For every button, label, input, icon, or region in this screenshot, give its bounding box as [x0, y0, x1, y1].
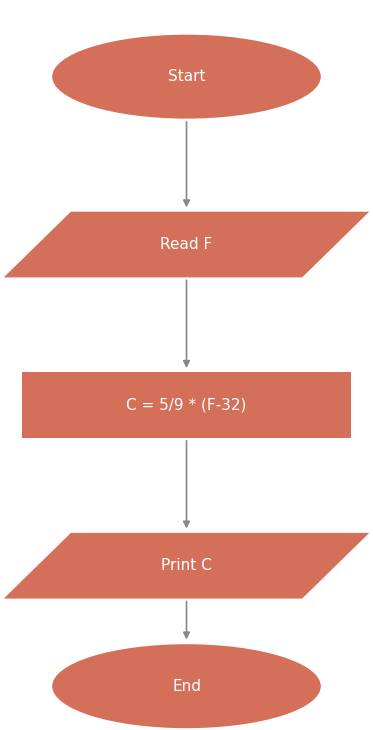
Polygon shape [4, 212, 369, 277]
Ellipse shape [52, 34, 321, 118]
Ellipse shape [52, 644, 321, 729]
Text: Start: Start [168, 69, 205, 84]
Text: Print C: Print C [161, 558, 212, 573]
Bar [22, 372, 351, 438]
Polygon shape [4, 533, 369, 599]
Text: C = 5/9 * (F-32): C = 5/9 * (F-32) [126, 398, 247, 412]
Text: End: End [172, 679, 201, 694]
Text: Read F: Read F [160, 237, 213, 252]
